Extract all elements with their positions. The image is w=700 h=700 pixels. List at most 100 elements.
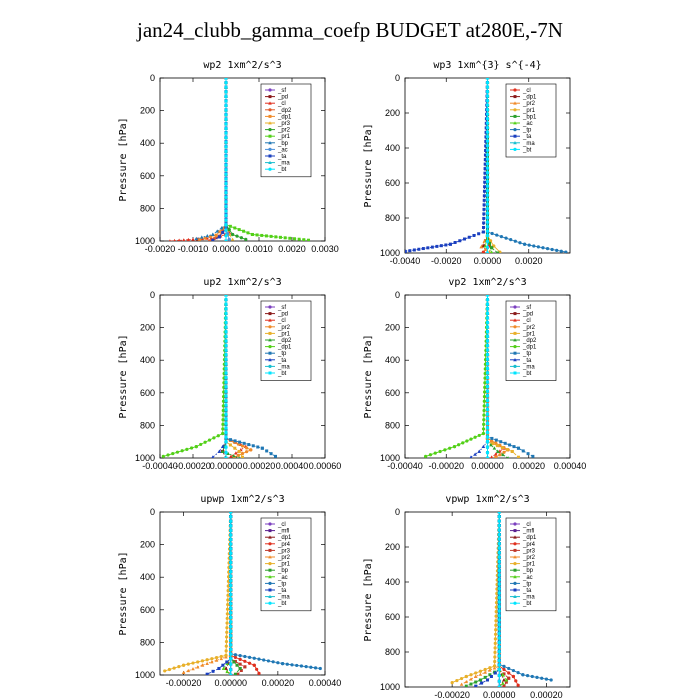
series-point (481, 225, 485, 229)
series-point (200, 235, 204, 239)
series-point (486, 398, 489, 402)
series-point (485, 148, 490, 152)
legend-label: _ta (277, 588, 287, 594)
legend-marker (513, 588, 517, 592)
series-point (486, 389, 489, 393)
series-point (497, 604, 501, 609)
series-point (486, 417, 489, 421)
panel-2: wp3 1xm^{3} s^{-4} Pressure [hPa] 0 200 400 6… (363, 60, 571, 266)
series-point (494, 600, 499, 605)
series-point (497, 600, 501, 604)
series-point (230, 237, 235, 241)
series-point (477, 433, 481, 438)
series-point (424, 454, 428, 458)
series-point (181, 663, 186, 667)
series-point (224, 177, 228, 181)
series-point (484, 139, 488, 143)
y-tick-label: 800 (140, 637, 155, 647)
x-tick-label: -0.00040 (142, 461, 178, 471)
legend-label: _ta (522, 358, 532, 364)
series-point (229, 647, 233, 652)
series-point (430, 245, 434, 249)
y-tick-label: 600 (140, 388, 155, 398)
series-point (493, 650, 497, 655)
series-point (497, 528, 501, 532)
series-point (488, 241, 492, 245)
series-point (186, 662, 190, 666)
y-axis-label: Pressure [hPa] (118, 117, 129, 201)
panel-title: vp2 1xm^2/s^3 (448, 277, 526, 288)
series-point (544, 677, 549, 681)
legend-label: _pr1 (522, 108, 536, 114)
series-point (221, 418, 225, 422)
series-point (224, 186, 228, 190)
panel-title: up2 1xm^2/s^3 (203, 277, 281, 288)
legend-label: _sf (522, 305, 531, 311)
series-point (493, 641, 497, 645)
series-point (224, 644, 228, 648)
legend-label: _ma (277, 595, 290, 601)
series-line-ta (212, 78, 227, 241)
series-line-pr2 (487, 295, 510, 458)
series-point (473, 435, 477, 439)
series-point (229, 629, 233, 633)
x-tick-label: 0.0030 (311, 244, 339, 254)
series-point (485, 211, 490, 215)
series-point (221, 422, 225, 426)
series-point (507, 671, 511, 675)
series-point (237, 449, 241, 453)
series-point (196, 660, 200, 664)
series-point (226, 451, 230, 456)
y-tick-label: 600 (140, 605, 155, 615)
series-point (494, 628, 498, 632)
series-point (486, 357, 489, 361)
series-point (229, 597, 233, 601)
series-point (408, 249, 412, 253)
series-point (455, 678, 459, 683)
legend-label: _tp (522, 128, 532, 134)
series-point (238, 666, 242, 670)
series-point (227, 227, 231, 232)
x-tick-label: 0.00020 (262, 678, 295, 688)
series-point (238, 653, 242, 658)
series-point (486, 348, 489, 352)
series-line-ta (405, 78, 488, 252)
series-point (474, 671, 478, 675)
series-point (173, 238, 176, 241)
series-point (541, 246, 545, 250)
legend-marker (513, 331, 517, 335)
legend-label: _dp1 (277, 114, 292, 120)
series-point (483, 180, 487, 184)
series-point (482, 221, 486, 225)
series-point (485, 139, 490, 143)
y-tick-label: 400 (385, 143, 400, 153)
series-point (224, 122, 228, 126)
series-point (502, 667, 506, 672)
series-point (292, 237, 296, 241)
legend-marker (513, 351, 517, 355)
series-point (494, 619, 498, 623)
legend-marker (268, 134, 272, 138)
legend-label: _bp (277, 141, 289, 147)
series-point (283, 236, 287, 240)
series-point (469, 673, 473, 677)
series-point (485, 157, 490, 161)
series-point (236, 672, 240, 675)
legend-label: _ma (522, 141, 535, 147)
series-point (229, 542, 233, 546)
series-point (486, 366, 489, 370)
series-point (555, 248, 559, 252)
series-point (205, 658, 209, 662)
series-point (486, 330, 489, 334)
series-point (225, 616, 229, 621)
series-point (472, 234, 476, 237)
series-point (224, 445, 228, 449)
series-point (412, 248, 416, 252)
series-point (224, 311, 228, 315)
series-point (485, 170, 490, 175)
series-point (239, 669, 243, 673)
series-point (233, 439, 237, 443)
series-point (482, 413, 486, 417)
series-point (269, 234, 273, 238)
series-point (516, 683, 520, 687)
